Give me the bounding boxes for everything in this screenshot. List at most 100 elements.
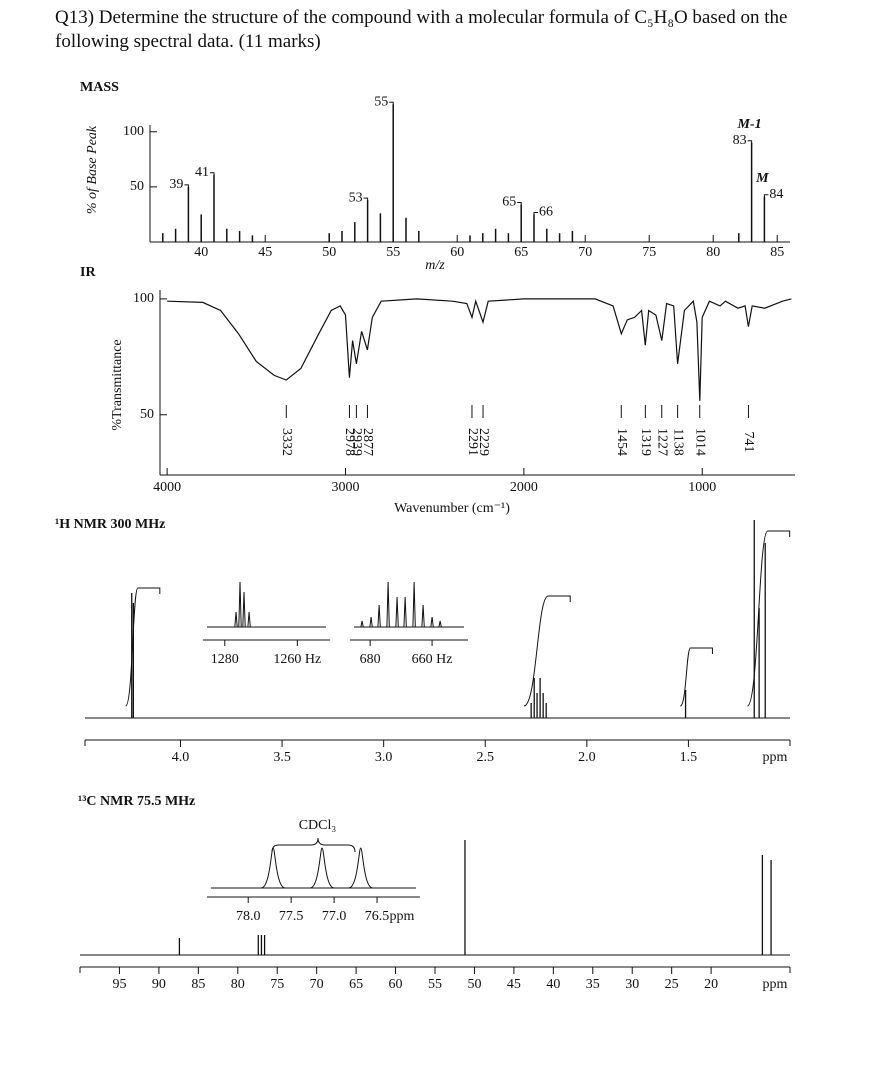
label-hook	[747, 140, 753, 147]
y-tick-label: 50	[130, 179, 144, 194]
question: Q13) Determine the structure of the comp…	[55, 7, 788, 52]
x-tick-label: 75	[642, 245, 656, 260]
x-tick-label: 45	[507, 977, 521, 992]
x-tick-label: 4000	[153, 480, 181, 495]
inset-peak	[395, 596, 399, 628]
x-axis-label: ppm	[763, 977, 788, 992]
inset-peak	[309, 847, 335, 889]
integral	[679, 647, 713, 707]
inset-peak	[386, 581, 390, 628]
inset-tick-label: 1260 Hz	[273, 652, 321, 667]
inset-tick-label: 76.5	[365, 909, 390, 924]
x-tick-label: 55	[386, 245, 400, 260]
label-hook	[517, 202, 522, 209]
x-tick-label: 45	[258, 245, 272, 260]
inset-tick-label: 77.0	[322, 909, 347, 924]
x-tick-label: 25	[665, 977, 679, 992]
peak-label: 2229	[476, 428, 491, 456]
integral	[746, 530, 791, 707]
integral	[125, 587, 161, 707]
peak-label: 39	[169, 177, 183, 192]
y-axis-label: %Transmittance	[110, 339, 125, 430]
inset-peak	[421, 604, 425, 628]
inset-peak	[260, 847, 286, 889]
label-hook	[363, 197, 369, 205]
inset-peak	[403, 596, 407, 628]
y-axis-label: % of Base Peak	[85, 125, 100, 214]
inset-peak	[430, 616, 434, 628]
x-tick-label: 55	[428, 977, 442, 992]
x-tick-label: 35	[586, 977, 600, 992]
x-tick-label: 2.5	[476, 750, 494, 765]
label-hook	[210, 172, 215, 179]
chart-title: MASS	[80, 80, 119, 95]
inset-peak	[238, 581, 242, 628]
label-hook	[184, 184, 189, 191]
inset-tick-label: 78.0	[236, 909, 261, 924]
inset-peak	[234, 611, 238, 628]
inset-tick-label: 680	[360, 652, 381, 667]
inset-peak	[242, 591, 246, 628]
y-tick-label: 50	[140, 407, 154, 422]
annotation: M	[755, 171, 769, 186]
cdcl3-bracket	[271, 837, 356, 853]
chart-title: IR	[80, 265, 96, 280]
x-tick-label: 60	[389, 977, 403, 992]
peak-label: 2291	[465, 428, 480, 456]
inset-peak	[247, 611, 251, 628]
x-tick-label: 50	[322, 245, 336, 260]
peak-label: 741	[741, 432, 756, 453]
x-tick-label: 2000	[510, 480, 538, 495]
peak-label: 1454	[614, 428, 629, 456]
x-tick-label: 1000	[688, 480, 716, 495]
peak-label: 3332	[279, 428, 294, 456]
label-hook	[763, 194, 769, 201]
peak-label: 2978	[342, 428, 357, 456]
label-hook	[389, 101, 394, 109]
x-tick-label: 3.0	[375, 750, 393, 765]
x-tick-label: 30	[625, 977, 639, 992]
x-axis-label: Wavenumber (cm⁻¹)	[394, 501, 510, 516]
peak-label: 1319	[638, 428, 653, 456]
spectrum	[167, 298, 792, 401]
integral	[523, 595, 571, 707]
x-tick-label: 1.5	[680, 750, 698, 765]
x-tick-label: 85	[191, 977, 205, 992]
inset-label: CDCl₃	[299, 818, 337, 833]
chart-title: ¹³C NMR 75.5 MHz	[78, 794, 195, 809]
inset-peak	[369, 616, 373, 628]
x-tick-label: 3.5	[273, 750, 291, 765]
inset-peak	[412, 581, 416, 628]
peak-label: 66	[539, 205, 553, 220]
inset-peak	[377, 604, 381, 628]
peak-label: 55	[374, 94, 388, 109]
peak-label: 65	[502, 195, 516, 210]
peak-label: 84	[769, 187, 783, 202]
x-tick-label: 50	[467, 977, 481, 992]
peak-label: 83	[733, 133, 747, 148]
x-tick-label: 65	[349, 977, 363, 992]
x-tick-label: 4.0	[172, 750, 190, 765]
inset-tick-label: 77.5	[279, 909, 304, 924]
x-axis-label: ppm	[763, 750, 788, 765]
inset-tick-label: 1280	[211, 652, 239, 667]
peak-label: 53	[349, 190, 363, 205]
x-tick-label: 80	[231, 977, 245, 992]
y-tick-label: 100	[133, 291, 154, 306]
x-tick-label: 70	[578, 245, 592, 260]
peak-label: 1227	[655, 428, 670, 456]
x-tick-label: 20	[704, 977, 718, 992]
x-tick-label: 80	[706, 245, 720, 260]
x-tick-label: 65	[514, 245, 528, 260]
annotation: M-1	[737, 117, 762, 132]
x-tick-label: 2.0	[578, 750, 596, 765]
chart-title: ¹H NMR 300 MHz	[55, 517, 165, 532]
inset-peak	[360, 620, 364, 628]
label-hook	[533, 211, 538, 219]
x-tick-label: 40	[194, 245, 208, 260]
peak-label: 1138	[670, 428, 685, 455]
x-tick-label: 70	[310, 977, 324, 992]
peak-label: 41	[195, 165, 209, 180]
